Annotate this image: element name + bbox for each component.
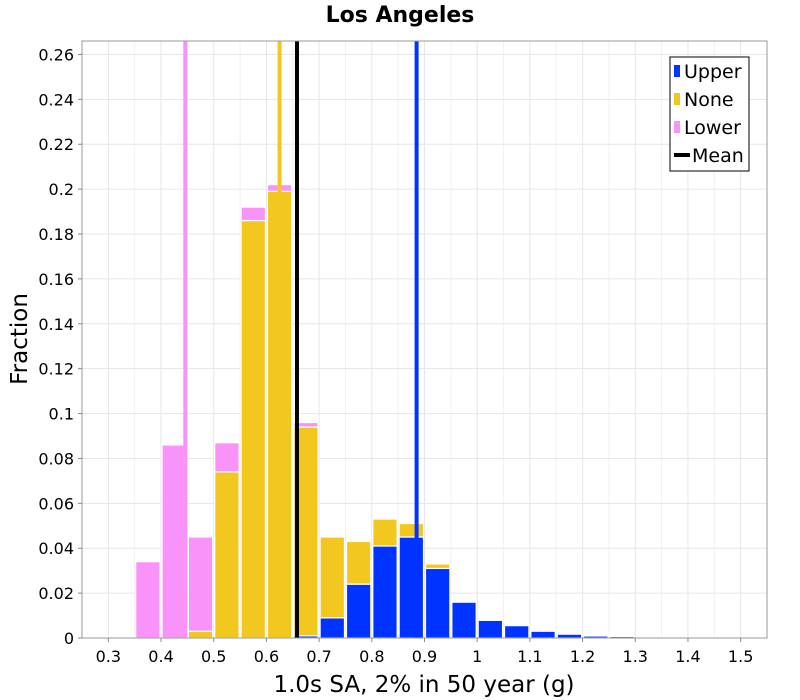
bar-upper-12 <box>424 567 451 639</box>
x-axis-ticks: 0.3 0.4 0.5 0.6 0.7 0.8 0.9 1 1.1 1.2 1.3 1.4 1.5 <box>96 638 753 666</box>
bar-lower-4 <box>214 442 240 473</box>
x-tick-label-9: 1.2 <box>570 647 595 666</box>
x-tick-label-12: 1.5 <box>728 647 753 666</box>
y-tick-label-7: 0.14 <box>38 315 74 334</box>
bar-none-13 <box>451 600 477 603</box>
chart-title: Los Angeles <box>326 3 475 28</box>
legend-label-upper: Upper <box>684 61 742 83</box>
bar-lower-5 <box>240 206 267 222</box>
bar-none-14 <box>477 619 504 621</box>
y-tick-label-11: 0.22 <box>38 135 74 154</box>
bar-upper-8 <box>319 617 346 639</box>
x-axis-label: 1.0s SA, 2% in 50 year (g) <box>273 672 574 698</box>
bar-upper-15 <box>503 625 530 639</box>
bar-none-11 <box>398 522 425 538</box>
bar-lower-7 <box>293 421 319 428</box>
bar-upper-17 <box>556 633 583 639</box>
x-tick-label-10: 1.3 <box>623 647 648 666</box>
legend: Upper None Lower Mean <box>669 56 750 172</box>
y-tick-label-13: 0.26 <box>38 45 74 64</box>
bar-lower-1 <box>135 561 161 639</box>
y-tick-label-2: 0.04 <box>38 539 74 558</box>
y-tick-label-3: 0.06 <box>38 494 74 513</box>
reference-lines <box>183 41 419 638</box>
y-tick-label-12: 0.24 <box>38 90 74 109</box>
y-tick-label-8: 0.16 <box>38 270 74 289</box>
legend-label-none: None <box>684 89 734 111</box>
legend-swatch-none <box>674 93 680 105</box>
bar-none-3 <box>187 630 214 639</box>
y-tick-label-0: 0 <box>64 629 74 648</box>
x-tick-label-5: 0.8 <box>359 647 384 666</box>
legend-swatch-upper <box>674 65 680 77</box>
x-tick-label-4: 0.7 <box>306 647 331 666</box>
x-tick-label-0: 0.3 <box>96 647 121 666</box>
legend-box <box>669 56 750 172</box>
bar-lower-2 <box>161 444 187 639</box>
legend-label-mean: Mean <box>692 145 744 167</box>
x-tick-label-2: 0.5 <box>201 647 226 666</box>
bar-none-12 <box>424 563 451 570</box>
y-tick-label-10: 0.2 <box>49 180 74 199</box>
x-tick-label-7: 1 <box>472 647 482 666</box>
legend-label-lower: Lower <box>684 117 741 139</box>
bar-upper-10 <box>372 545 398 639</box>
bar-none-9 <box>345 540 372 585</box>
bar-upper-14 <box>477 619 504 639</box>
bar-upper-9 <box>345 583 372 639</box>
y-axis-ticks: 0 0.02 0.04 0.06 0.08 0.1 0.12 0.14 0.16 0.18 0.2 0… <box>38 45 82 648</box>
bar-lower-3 <box>187 536 214 632</box>
x-tick-label-3: 0.6 <box>254 647 279 666</box>
y-tick-label-9: 0.18 <box>38 225 74 244</box>
bar-upper-16 <box>530 630 556 639</box>
legend-swatch-lower <box>674 121 680 133</box>
bar-none-10 <box>372 518 398 547</box>
x-tick-label-1: 0.4 <box>148 647 173 666</box>
bar-upper-13 <box>451 601 477 639</box>
bar-none-5 <box>240 219 267 639</box>
y-tick-label-1: 0.02 <box>38 584 74 603</box>
y-tick-label-5: 0.1 <box>49 405 74 424</box>
bars-group <box>108 184 767 639</box>
x-tick-label-11: 1.4 <box>675 647 700 666</box>
bar-none-4 <box>214 471 240 639</box>
x-tick-label-8: 1.1 <box>517 647 542 666</box>
y-tick-label-4: 0.08 <box>38 449 74 468</box>
x-tick-label-6: 0.9 <box>412 647 437 666</box>
bar-upper-11 <box>398 536 425 639</box>
grid-lines <box>82 41 767 639</box>
y-axis-label: Fraction <box>7 293 33 385</box>
y-tick-label-6: 0.12 <box>38 360 74 379</box>
bar-none-8 <box>319 536 346 619</box>
